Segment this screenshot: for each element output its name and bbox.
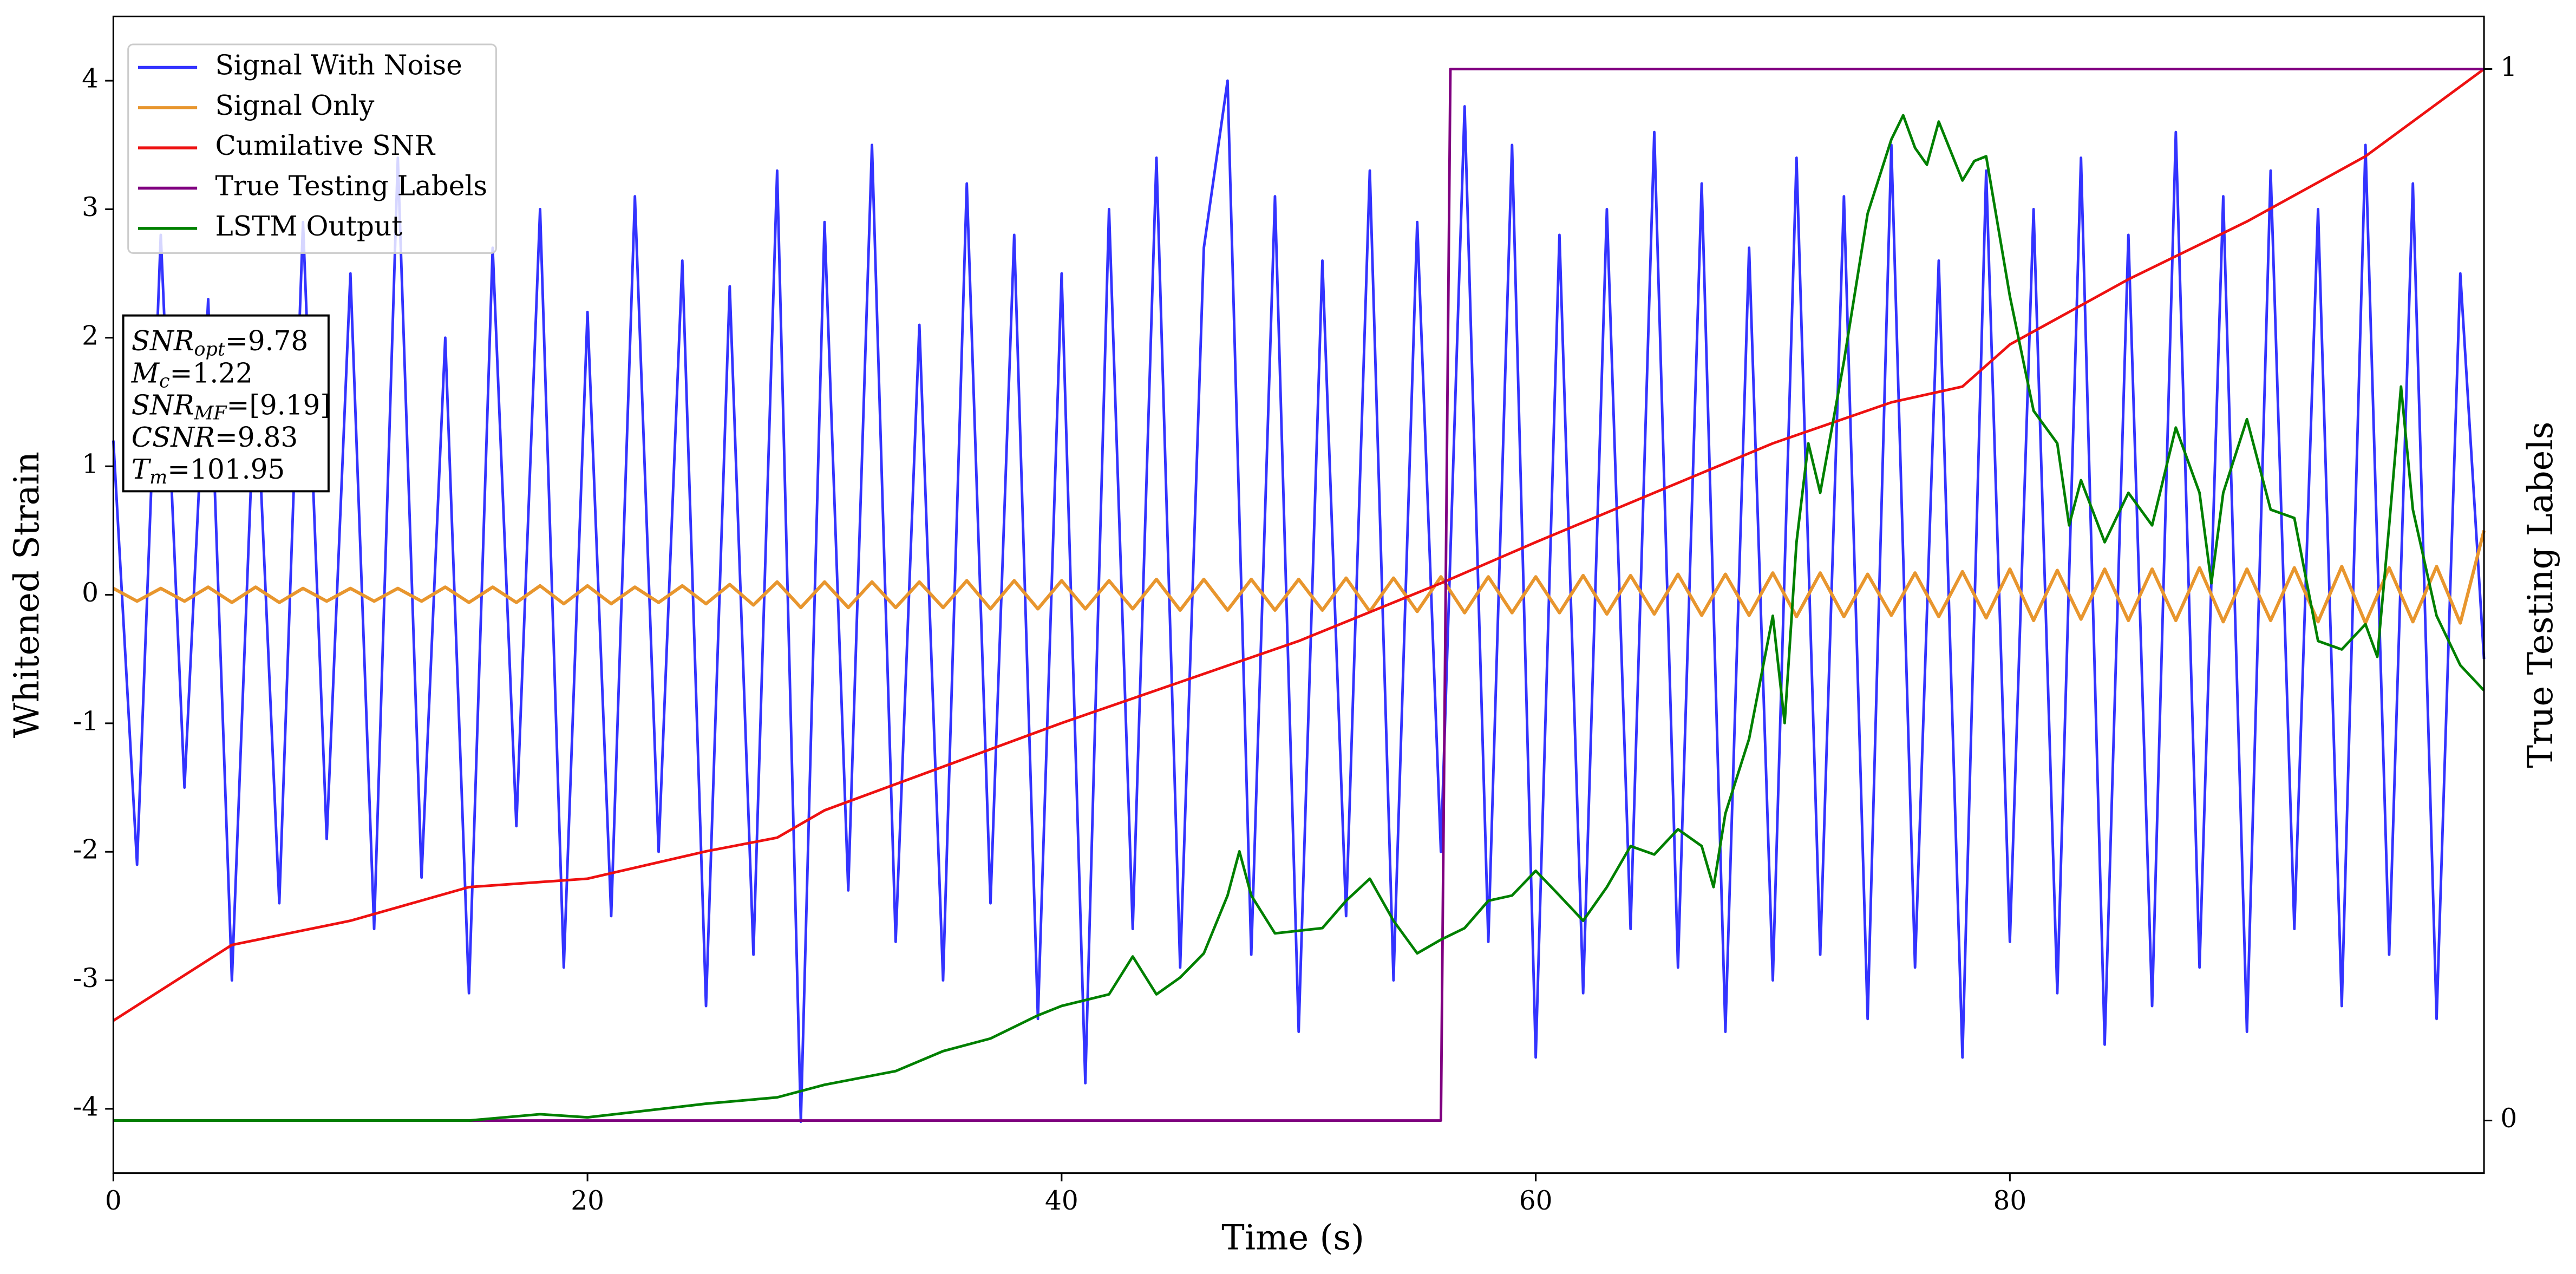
annotation-symbol: M [131,357,160,389]
legend-label: Signal Only [215,90,375,121]
y-tick-label: -2 [73,835,99,865]
y-tick-label: 0 [82,578,99,608]
annotation-subscript: opt [194,338,226,360]
series-line [113,68,2485,1022]
annotation-value: =1.22 [170,357,253,389]
annotation-symbol: CSNR [132,422,215,453]
annotation-value: =[9.19] [226,390,330,421]
legend-label: LSTM Output [215,211,403,242]
annotation-subscript: MF [194,402,228,424]
x-tick-label: 40 [1045,1186,1078,1216]
legend-label: Cumilative SNR [215,130,436,161]
x-axis-label: Time (s) [1221,1218,1364,1258]
y-tick-label: 1 [82,449,99,480]
y-tick-label: -3 [73,963,99,994]
y-tick-label: -4 [73,1092,99,1122]
annotation-box [122,314,330,493]
y2-axis-label: True Testing Labels [2521,422,2561,768]
series-line [113,68,2485,1122]
annotation-line: SNRMF=[9.19] [132,390,331,424]
annotation-line: SNRopt=9.78 [132,325,308,360]
annotation-subscript: m [149,467,167,488]
legend-label: True Testing Labels [215,170,488,201]
series-line [113,114,2485,1122]
y-tick-label: 3 [82,192,99,223]
annotation-line: Tm=101.95 [132,454,285,488]
plot-area [112,68,2486,1123]
annotation-value: =9.83 [215,422,298,453]
annotation: SNRopt=9.78Mc=1.22SNRMF=[9.19]CSNR=9.83T… [122,314,331,493]
y-axis-label: Whitened Strain [7,452,47,738]
legend: Signal With Noise Signal Only Cumilative S… [127,43,497,254]
annotation-symbol: SNR [132,390,194,421]
annotation-symbol: T [132,454,152,485]
y-tick-label: -1 [73,706,99,736]
annotation-line: Mc=1.22 [131,357,253,392]
x-tick-label: 20 [571,1186,604,1216]
annotation-subscript: c [159,370,170,392]
legend-label: Signal With Noise [215,49,462,81]
y-tick-label: 2 [82,321,99,351]
series-line [112,79,2486,1123]
legend-box [127,43,497,254]
annotation-value: =9.78 [225,325,308,357]
y2-tick-label: 0 [2500,1103,2517,1134]
x-tick-label: 80 [1993,1186,2026,1216]
annotation-value: =101.95 [167,454,285,485]
series-line [112,530,2486,625]
x-tick-label: 0 [105,1186,122,1216]
y2-tick-label: 1 [2500,52,2517,82]
annotation-line: CSNR=9.83 [132,422,298,453]
x-tick-label: 60 [1519,1186,1553,1216]
y-tick-label: 4 [82,64,99,94]
annotation-symbol: SNR [132,325,194,357]
